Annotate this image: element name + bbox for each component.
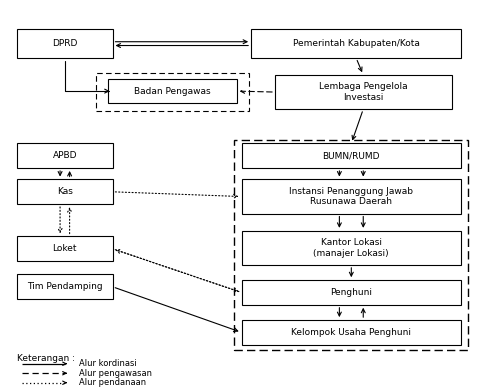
Text: Kantor Lokasi
(manajer Lokasi): Kantor Lokasi (manajer Lokasi) xyxy=(313,238,389,257)
FancyBboxPatch shape xyxy=(96,73,249,111)
FancyBboxPatch shape xyxy=(17,275,113,299)
FancyBboxPatch shape xyxy=(242,144,461,168)
Text: BUMN/RUMD: BUMN/RUMD xyxy=(323,151,380,160)
Text: Badan Pengawas: Badan Pengawas xyxy=(134,87,211,96)
Text: Loket: Loket xyxy=(53,244,77,253)
Text: Pemerintah Kabupaten/Kota: Pemerintah Kabupaten/Kota xyxy=(293,39,420,48)
FancyBboxPatch shape xyxy=(242,179,461,214)
Text: Penghuni: Penghuni xyxy=(330,288,372,297)
Text: Tim Pendamping: Tim Pendamping xyxy=(27,282,103,291)
Text: Alur pendanaan: Alur pendanaan xyxy=(79,378,146,387)
Text: APBD: APBD xyxy=(53,151,77,160)
Text: Alur pengawasan: Alur pengawasan xyxy=(79,369,152,378)
FancyBboxPatch shape xyxy=(108,79,237,103)
FancyBboxPatch shape xyxy=(17,144,113,168)
FancyBboxPatch shape xyxy=(242,231,461,265)
Text: Alur kordinasi: Alur kordinasi xyxy=(79,359,137,368)
Text: DPRD: DPRD xyxy=(52,39,78,48)
Text: Keterangan :: Keterangan : xyxy=(17,354,75,363)
Text: Instansi Penanggung Jawab
Rusunawa Daerah: Instansi Penanggung Jawab Rusunawa Daera… xyxy=(289,187,413,206)
FancyBboxPatch shape xyxy=(17,29,113,58)
FancyBboxPatch shape xyxy=(242,280,461,305)
FancyBboxPatch shape xyxy=(17,236,113,261)
FancyBboxPatch shape xyxy=(242,320,461,345)
Text: Lembaga Pengelola
Investasi: Lembaga Pengelola Investasi xyxy=(319,82,408,102)
Text: Kas: Kas xyxy=(57,187,73,196)
FancyBboxPatch shape xyxy=(234,140,469,351)
FancyBboxPatch shape xyxy=(17,179,113,204)
FancyBboxPatch shape xyxy=(275,75,452,109)
Text: Kelompok Usaha Penghuni: Kelompok Usaha Penghuni xyxy=(291,328,412,337)
FancyBboxPatch shape xyxy=(251,29,461,58)
